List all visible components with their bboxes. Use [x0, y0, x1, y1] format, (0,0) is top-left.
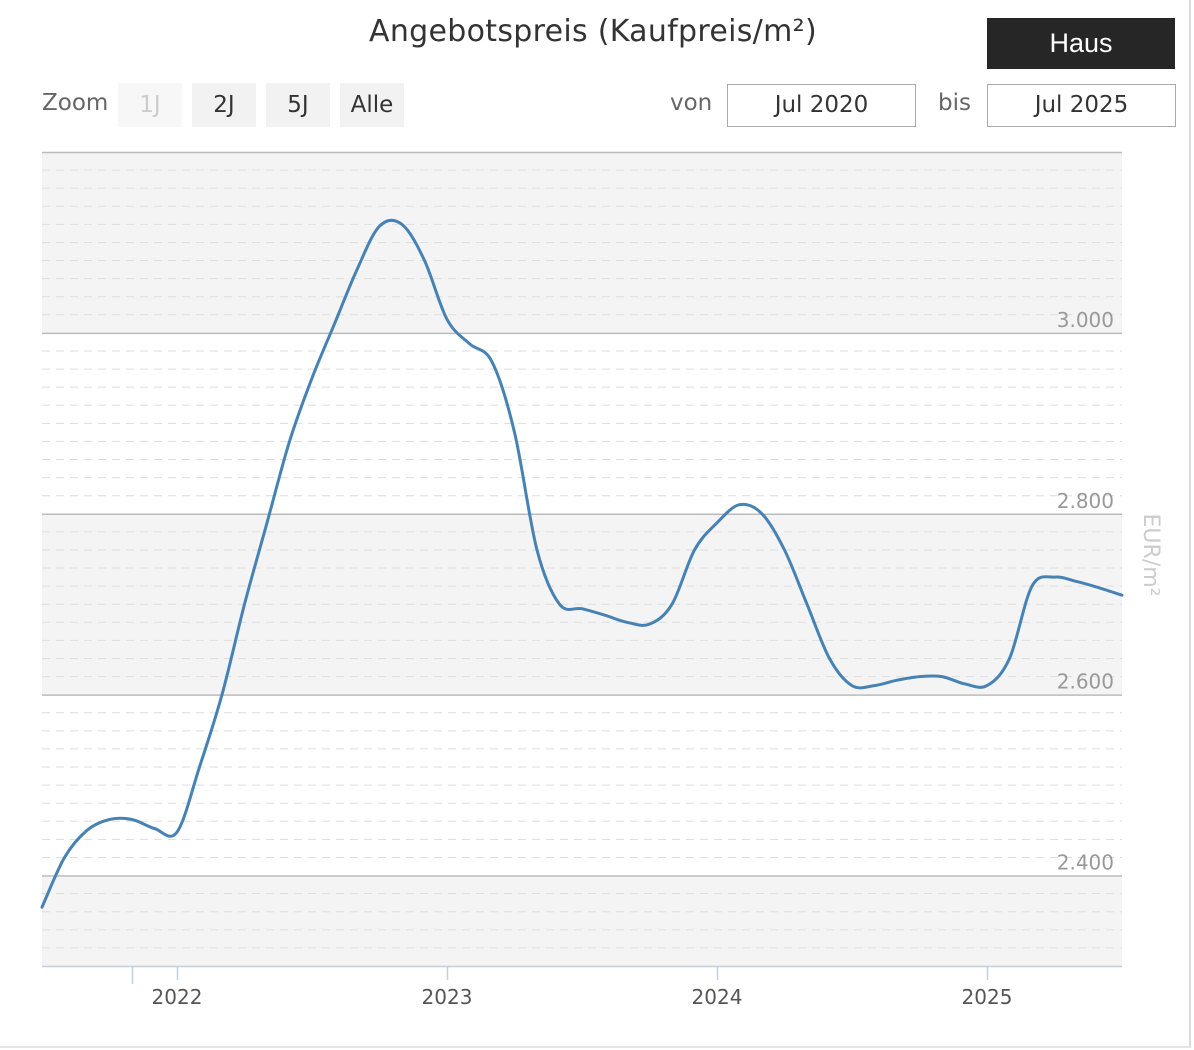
x-tick-label: 2022 — [152, 985, 203, 1009]
y-tick-label: 2.800 — [1057, 489, 1114, 513]
x-tick-label: 2023 — [422, 985, 473, 1009]
range-from-label: von — [670, 90, 713, 116]
x-tick-label: 2025 — [962, 985, 1013, 1009]
zoom-1j-button[interactable]: 1J — [118, 83, 182, 127]
zoom-2j-button[interactable]: 2J — [192, 83, 256, 127]
x-tick-label: 2024 — [692, 985, 743, 1009]
plot-band — [42, 875, 1122, 966]
chart-title: Angebotspreis (Kaufpreis/m²) — [369, 14, 817, 49]
range-from-input[interactable]: Jul 2020 — [727, 84, 916, 127]
range-to-label: bis — [938, 90, 971, 116]
range-to-input[interactable]: Jul 2025 — [987, 84, 1176, 127]
zoom-5j-button[interactable]: 5J — [266, 83, 330, 127]
zoom-label: Zoom — [42, 90, 109, 116]
y-axis-label: EUR/m² — [1138, 514, 1163, 597]
y-tick-label: 3.000 — [1057, 308, 1114, 332]
zoom-alle-button[interactable]: Alle — [340, 83, 404, 127]
series-line — [40, 218, 1124, 909]
y-tick-label: 2.600 — [1057, 670, 1114, 694]
y-tick-label: 2.400 — [1057, 851, 1114, 875]
property-type-button[interactable]: Haus — [987, 18, 1175, 69]
